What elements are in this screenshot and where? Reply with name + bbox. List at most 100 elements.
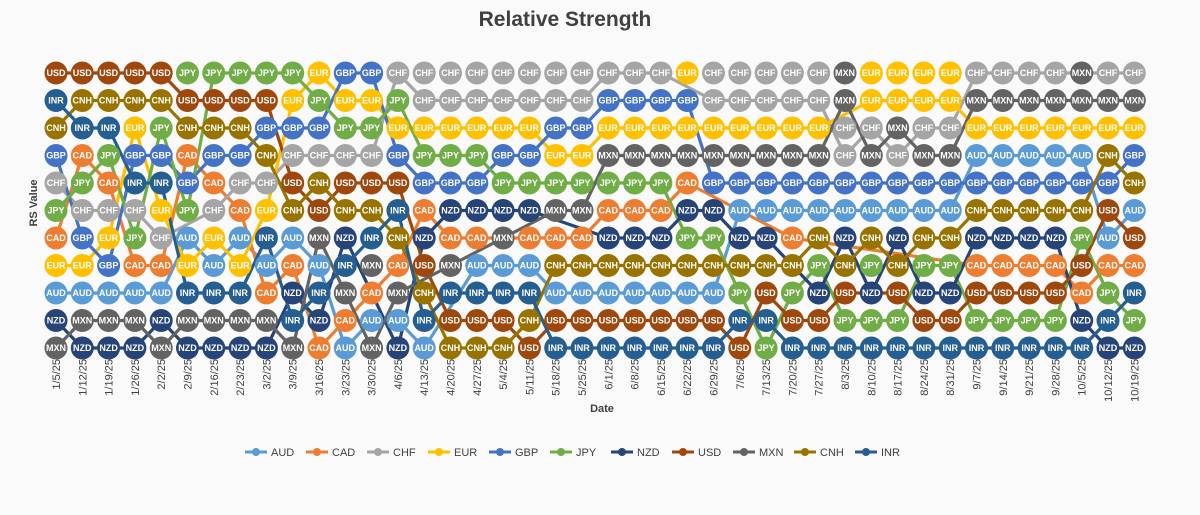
marker-label: JPY xyxy=(810,261,827,271)
marker-dot xyxy=(517,254,541,277)
marker-dot xyxy=(97,336,121,360)
marker-eur: EUR xyxy=(386,116,410,140)
marker-chf: CHF xyxy=(123,199,147,222)
marker-label: EUR xyxy=(941,68,961,78)
marker-gbp: GBP xyxy=(807,171,831,195)
marker-inr: INR xyxy=(938,336,962,360)
marker-dot xyxy=(149,254,173,277)
marker-label: JPY xyxy=(495,178,512,188)
marker-usd: USD xyxy=(281,171,305,195)
marker-dot xyxy=(465,116,489,140)
marker-dot xyxy=(176,254,199,277)
marker-label: GBP xyxy=(835,178,855,188)
marker-chf: CHF xyxy=(70,199,94,222)
marker-jpy: JPY xyxy=(1070,226,1094,250)
x-tick-label: 4/27/25 xyxy=(472,359,484,396)
marker-dot xyxy=(859,89,883,112)
marker-cnh: CNH xyxy=(965,199,988,222)
marker-jpy: JPY xyxy=(202,61,226,85)
marker-chf: CHF xyxy=(465,61,489,85)
marker-cnh: CNH xyxy=(754,254,778,277)
x-tick-label: 7/6/25 xyxy=(735,359,747,390)
marker-dot xyxy=(675,281,699,305)
legend-item-cad: CAD xyxy=(306,447,355,459)
marker-dot xyxy=(675,309,699,332)
marker-dot xyxy=(938,254,962,277)
marker-jpy: JPY xyxy=(754,336,778,360)
marker-dot xyxy=(1070,144,1094,167)
marker-label: EUR xyxy=(257,206,277,216)
marker-dot xyxy=(360,281,384,305)
marker-label: INR xyxy=(837,343,853,353)
marker-chf: CHF xyxy=(886,144,910,167)
marker-dot xyxy=(833,281,857,305)
marker-mxn: MXN xyxy=(833,61,857,85)
marker-dot xyxy=(833,89,857,112)
marker-dot xyxy=(254,226,278,250)
marker-label: USD xyxy=(204,96,224,106)
marker-gbp: GBP xyxy=(702,171,725,195)
marker-aud: AUD xyxy=(1043,144,1067,167)
marker-label: CNH xyxy=(1098,151,1118,161)
marker-nzd: NZD xyxy=(1070,309,1094,332)
marker-dot xyxy=(991,199,1015,222)
marker-label: GBP xyxy=(756,178,776,188)
marker-label: AUD xyxy=(546,288,566,298)
marker-label: GBP xyxy=(467,178,487,188)
marker-dot xyxy=(912,254,936,277)
marker-dot xyxy=(649,116,673,140)
marker-label: AUD xyxy=(362,316,382,326)
marker-chf: CHF xyxy=(991,61,1015,85)
marker-dot xyxy=(938,281,962,305)
marker-mxn: MXN xyxy=(149,336,173,360)
marker-gbp: GBP xyxy=(780,171,804,195)
marker-dot xyxy=(596,226,620,250)
marker-jpy: JPY xyxy=(807,254,831,277)
marker-dot xyxy=(307,281,331,305)
marker-dot xyxy=(386,254,410,277)
marker-dot xyxy=(176,144,199,167)
marker-dot xyxy=(1043,254,1067,277)
marker-dot xyxy=(439,61,462,85)
marker-label: CAD xyxy=(625,206,645,216)
marker-cnh: CNH xyxy=(1043,199,1067,222)
x-tick-label: 5/18/25 xyxy=(551,359,563,396)
marker-aud: AUD xyxy=(412,336,436,360)
marker-dot xyxy=(97,171,121,195)
marker-label: CAD xyxy=(1046,261,1066,271)
marker-dot xyxy=(307,254,331,277)
marker-dot xyxy=(754,199,778,222)
x-tick-label: 9/14/25 xyxy=(998,359,1010,396)
marker-aud: AUD xyxy=(938,199,962,222)
x-tick-label: 10/12/25 xyxy=(1103,359,1115,402)
marker-label: AUD xyxy=(809,206,829,216)
marker-dot xyxy=(228,89,252,112)
marker-dot xyxy=(123,116,147,140)
marker-jpy: JPY xyxy=(570,171,594,195)
marker-dot xyxy=(44,226,68,250)
marker-eur: EUR xyxy=(307,61,331,85)
marker-inr: INR xyxy=(649,336,673,360)
marker-label: MXN xyxy=(809,151,829,161)
marker-dot xyxy=(649,171,673,195)
marker-chf: CHF xyxy=(412,89,436,112)
marker-dot xyxy=(649,226,673,250)
x-tick-label: 8/3/25 xyxy=(840,359,852,390)
marker-cad: CAD xyxy=(44,226,68,250)
marker-dot xyxy=(965,61,988,85)
marker-gbp: GBP xyxy=(333,61,357,85)
marker-eur: EUR xyxy=(1096,116,1120,140)
marker-eur: EUR xyxy=(649,116,673,140)
marker-label: MXN xyxy=(72,316,92,326)
marker-nzd: NZD xyxy=(965,226,988,250)
marker-cnh: CNH xyxy=(833,254,857,277)
x-tick-label: 5/25/25 xyxy=(577,359,589,396)
marker-dot xyxy=(149,199,173,222)
marker-dot xyxy=(912,61,936,85)
marker-dot xyxy=(412,61,436,85)
marker-inr: INR xyxy=(859,336,883,360)
marker-dot xyxy=(728,309,752,332)
marker-inr: INR xyxy=(412,309,436,332)
marker-dot xyxy=(176,116,199,140)
marker-label: GBP xyxy=(862,178,882,188)
